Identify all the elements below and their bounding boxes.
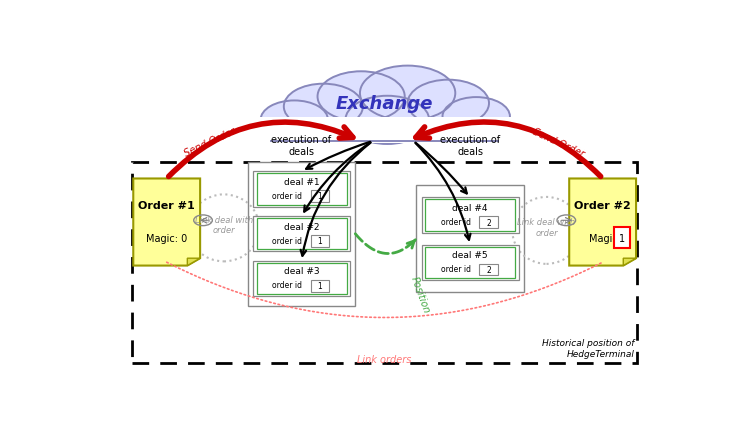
Text: Position: Position bbox=[409, 274, 432, 314]
Text: 1: 1 bbox=[317, 237, 322, 246]
FancyBboxPatch shape bbox=[425, 200, 515, 231]
Text: deal #4: deal #4 bbox=[452, 204, 488, 212]
FancyBboxPatch shape bbox=[479, 264, 498, 276]
Text: Link deal with
order: Link deal with order bbox=[518, 218, 575, 237]
Text: 1: 1 bbox=[317, 281, 322, 290]
FancyBboxPatch shape bbox=[248, 162, 356, 306]
FancyBboxPatch shape bbox=[614, 228, 629, 248]
FancyBboxPatch shape bbox=[256, 117, 512, 144]
FancyBboxPatch shape bbox=[310, 280, 329, 292]
Text: 1: 1 bbox=[317, 192, 322, 201]
Polygon shape bbox=[623, 259, 636, 266]
Text: deal #3: deal #3 bbox=[284, 267, 320, 276]
Text: 1: 1 bbox=[619, 233, 625, 243]
FancyBboxPatch shape bbox=[253, 172, 350, 207]
Text: 2: 2 bbox=[486, 218, 491, 227]
FancyBboxPatch shape bbox=[310, 191, 329, 203]
FancyBboxPatch shape bbox=[479, 217, 498, 229]
Text: order id: order id bbox=[272, 191, 302, 201]
Text: order id: order id bbox=[440, 217, 470, 227]
Polygon shape bbox=[134, 179, 200, 266]
Text: Historical position of
HedgeTerminal: Historical position of HedgeTerminal bbox=[542, 339, 634, 358]
Circle shape bbox=[284, 85, 363, 130]
Text: execution of
deals: execution of deals bbox=[272, 135, 332, 156]
Text: Order #2: Order #2 bbox=[574, 200, 631, 210]
Circle shape bbox=[360, 66, 455, 121]
Text: Magic:: Magic: bbox=[590, 233, 621, 243]
Text: 2: 2 bbox=[486, 266, 491, 274]
FancyBboxPatch shape bbox=[422, 245, 519, 280]
Text: Send Order: Send Order bbox=[183, 126, 237, 158]
Text: Magic: 0: Magic: 0 bbox=[146, 233, 188, 243]
Text: deal #2: deal #2 bbox=[284, 222, 320, 231]
Text: order id: order id bbox=[440, 265, 470, 274]
Text: Send Order: Send Order bbox=[532, 126, 586, 158]
FancyBboxPatch shape bbox=[416, 186, 524, 293]
Text: deal #5: deal #5 bbox=[452, 251, 488, 260]
Text: order id: order id bbox=[272, 281, 302, 290]
Text: Link deal with
order: Link deal with order bbox=[195, 215, 253, 235]
Text: execution of
deals: execution of deals bbox=[440, 135, 500, 156]
Circle shape bbox=[346, 96, 429, 145]
Text: Link orders: Link orders bbox=[357, 355, 412, 365]
FancyBboxPatch shape bbox=[256, 263, 346, 294]
FancyBboxPatch shape bbox=[310, 235, 329, 247]
FancyBboxPatch shape bbox=[425, 247, 515, 279]
Circle shape bbox=[317, 72, 405, 122]
Circle shape bbox=[408, 80, 489, 127]
Text: Order #1: Order #1 bbox=[138, 200, 195, 210]
Text: order id: order id bbox=[272, 236, 302, 245]
Text: Exchange: Exchange bbox=[336, 95, 433, 113]
FancyBboxPatch shape bbox=[256, 174, 346, 205]
FancyBboxPatch shape bbox=[422, 198, 519, 233]
FancyBboxPatch shape bbox=[253, 261, 350, 296]
FancyBboxPatch shape bbox=[253, 217, 350, 252]
Text: deal #1: deal #1 bbox=[284, 178, 320, 186]
Polygon shape bbox=[188, 259, 200, 266]
Polygon shape bbox=[569, 179, 636, 266]
FancyBboxPatch shape bbox=[256, 219, 346, 250]
Circle shape bbox=[442, 98, 510, 137]
Circle shape bbox=[260, 101, 328, 140]
